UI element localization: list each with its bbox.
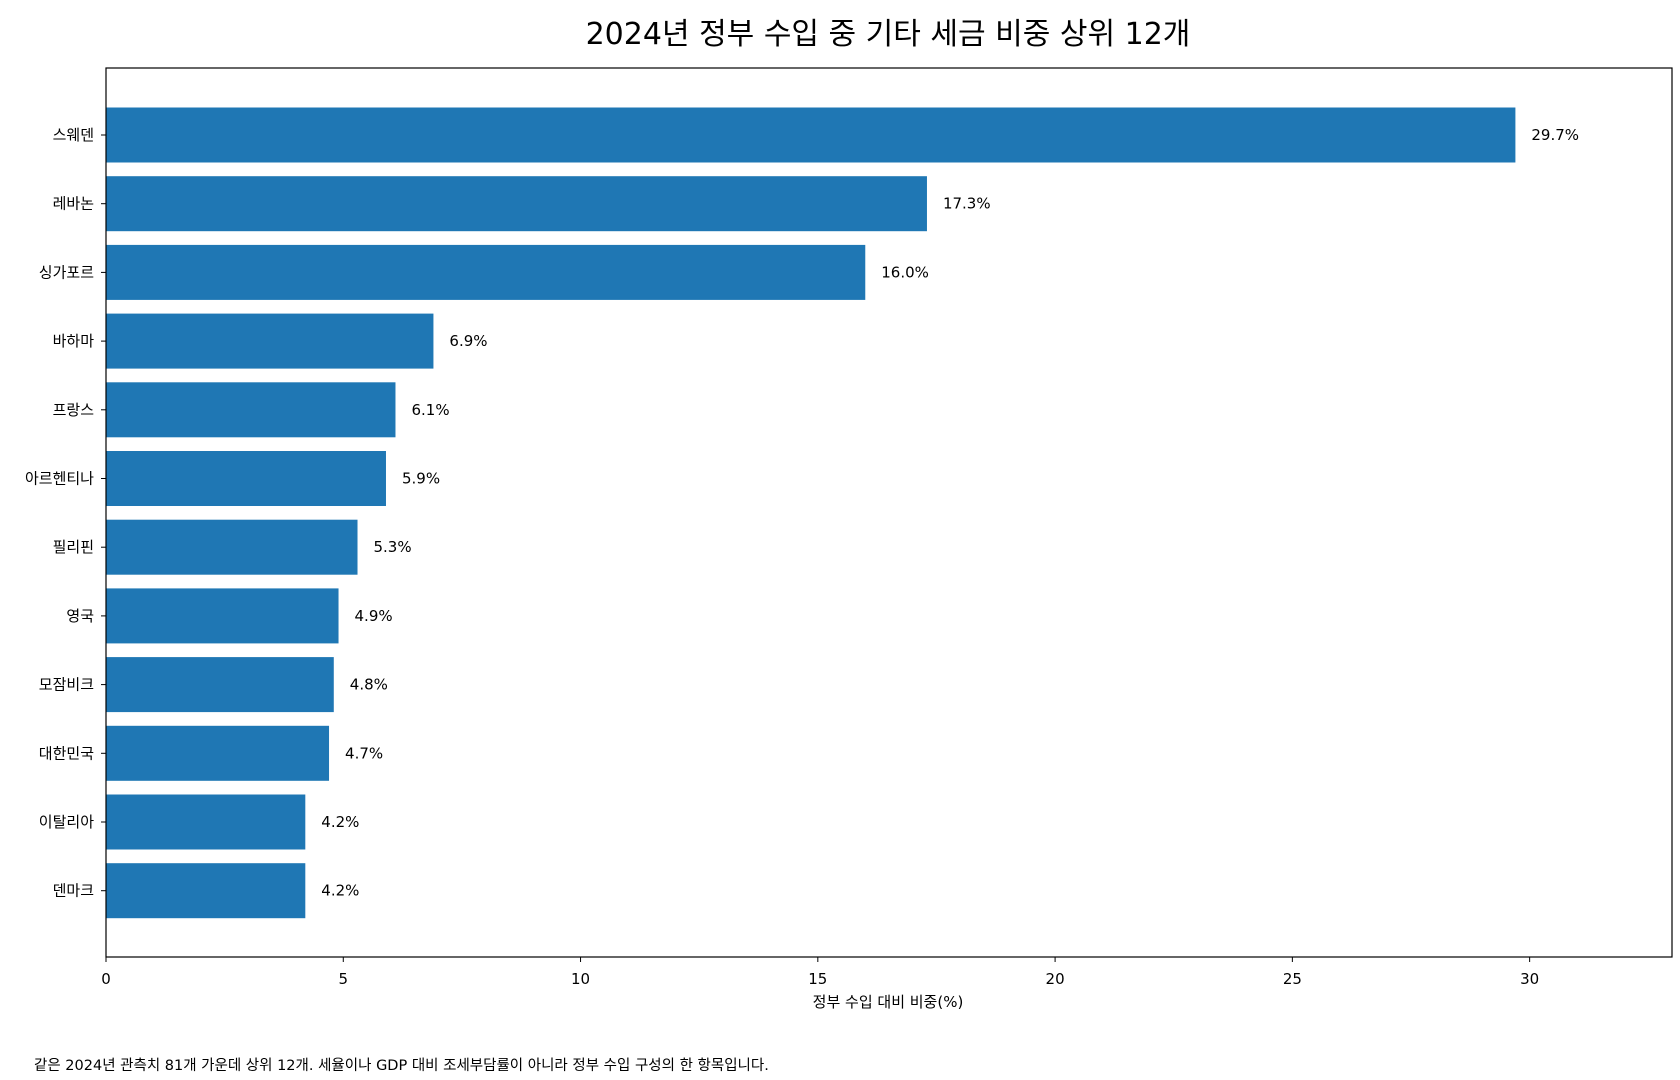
x-tick-label: 25 xyxy=(1283,970,1302,988)
bar-value-label: 4.2% xyxy=(321,813,359,831)
category-label: 프랑스 xyxy=(53,401,95,419)
bar-value-label: 6.1% xyxy=(411,401,449,419)
chart-title: 2024년 정부 수입 중 기타 세금 비중 상위 12개 xyxy=(586,17,1191,52)
x-tick-label: 15 xyxy=(808,970,827,988)
bar xyxy=(106,657,334,713)
category-label: 스웨덴 xyxy=(53,126,94,144)
bar xyxy=(106,107,1516,163)
bar-value-label: 16.0% xyxy=(881,263,929,281)
bar-value-label: 4.9% xyxy=(355,607,393,625)
x-axis: 0 5 10 15 20 25 30 xyxy=(101,957,1539,988)
bar-value-label: 4.7% xyxy=(345,744,383,762)
x-axis-title: 정부 수입 대비 비중(%) xyxy=(813,993,964,1011)
category-labels: 스웨덴레바논싱가포르바하마프랑스아르헨티나필리핀영국모잠비크대한민국이탈리아덴마… xyxy=(25,126,106,900)
bar xyxy=(106,725,330,781)
footnote: 같은 2024년 관측치 81개 가운데 상위 12개. 세율이나 GDP 대비… xyxy=(34,1057,769,1074)
bar xyxy=(106,519,358,575)
category-label: 덴마크 xyxy=(53,882,94,900)
category-label: 레바논 xyxy=(53,195,95,213)
bar xyxy=(106,244,866,300)
plot-frame xyxy=(105,67,1673,958)
category-label: 필리핀 xyxy=(53,538,94,556)
bar-value-label: 4.8% xyxy=(350,676,388,694)
category-label: 영국 xyxy=(66,607,94,625)
category-label: 대한민국 xyxy=(39,744,94,762)
bar-value-label: 5.9% xyxy=(402,470,440,488)
category-label: 바하마 xyxy=(53,332,95,350)
bar xyxy=(106,176,927,232)
bar xyxy=(106,382,396,438)
bar-value-label: 5.3% xyxy=(374,538,412,556)
bar xyxy=(106,451,386,506)
x-tick-label: 30 xyxy=(1520,970,1539,988)
bar-value-label: 17.3% xyxy=(943,195,991,213)
x-tick-label: 20 xyxy=(1046,970,1065,988)
bar-value-label: 4.2% xyxy=(321,882,359,900)
bar xyxy=(106,863,306,919)
category-label: 이탈리아 xyxy=(39,813,94,831)
bar-value-label: 29.7% xyxy=(1531,126,1579,144)
x-tick-label: 10 xyxy=(571,970,590,988)
bars-group: 29.7% 17.3% 16.0% 6.9% 6.1% 5.9% 5.3% 4.9% 4.8% 4… xyxy=(106,107,1579,919)
category-label: 싱가포르 xyxy=(39,263,94,281)
category-label: 모잠비크 xyxy=(39,676,94,694)
bar xyxy=(106,313,434,369)
category-label: 아르헨티나 xyxy=(25,470,94,488)
x-tick-label: 5 xyxy=(338,970,348,988)
bar-value-label: 6.9% xyxy=(449,332,487,350)
x-tick-label: 0 xyxy=(101,970,111,988)
bar xyxy=(106,794,306,850)
bar xyxy=(106,588,339,644)
